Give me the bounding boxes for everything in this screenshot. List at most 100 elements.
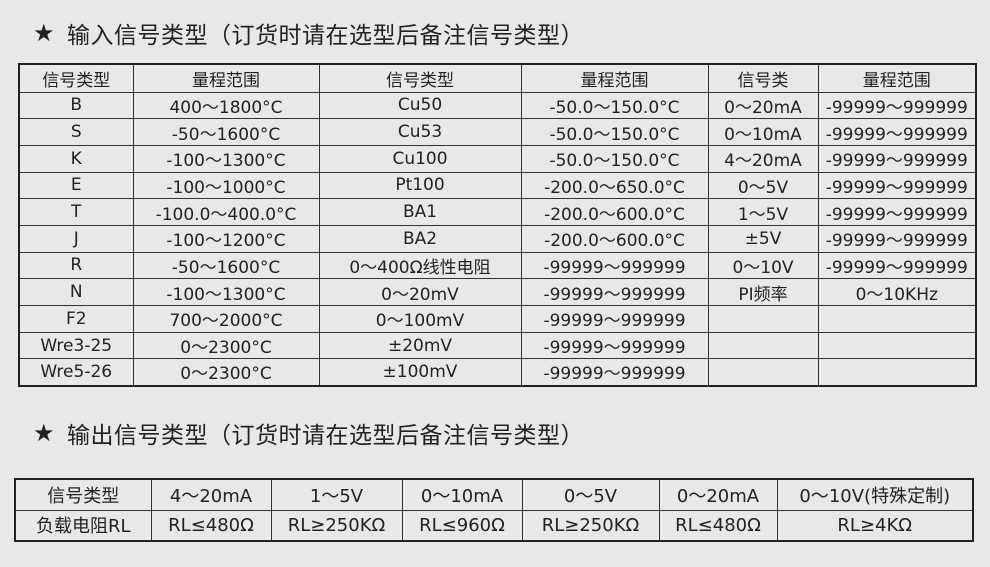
table-cell: [707, 358, 819, 387]
load-resistance-row: 负载电阻RL RL≤480Ω RL≥250KΩ RL≤960Ω RL≥250KΩ RL≤4…: [14, 509, 974, 542]
table-cell: F2: [18, 305, 134, 333]
table-cell: -100.0～400.0°C: [132, 198, 320, 226]
table-cell: 0～2300°C: [132, 358, 320, 387]
header-cell: 量程范围: [520, 63, 709, 93]
output-signal-table: 信号类型 4～20mA 1～5V 0～10mA 0～5V 0～20mA 0～10V(特殊定制…: [14, 478, 974, 542]
header-cell: 信号类: [707, 63, 819, 93]
output-section-title: ★ 输出信号类型（订货时请在选型后备注信号类型）: [33, 416, 584, 450]
table-cell: [817, 331, 977, 360]
table-cell: Cu100: [318, 144, 522, 173]
table-cell: B: [18, 91, 134, 120]
table-row: T -100.0～400.0°C BA1 -200.0～600.0°C 1～5V -999…: [18, 198, 977, 226]
table-cell: -99999～999999: [817, 251, 977, 280]
table-row: Wre3-25 0～2300°C ±20mV -99999～999999: [18, 331, 977, 360]
input-signal-table: 信号类型 量程范围 信号类型 量程范围 信号类 量程范围 B 400～1800°C Cu50 -5…: [18, 63, 977, 387]
output-signal-cell: 1～5V: [270, 478, 403, 511]
table-cell: 0～20mA: [707, 91, 819, 120]
table-cell: -99999～999999: [817, 91, 977, 120]
load-resistance-cell: RL≥250KΩ: [270, 509, 403, 542]
table-cell: -99999～999999: [817, 118, 977, 146]
output-signal-cell: 0～10mA: [401, 478, 523, 511]
load-resistance-cell: RL≤480Ω: [658, 509, 778, 542]
load-resistance-cell: RL≥250KΩ: [521, 509, 660, 542]
table-row: N -100～1300°C 0～20mV -99999～999999 PI频率 0～10K…: [18, 278, 977, 306]
header-cell: 信号类型: [18, 63, 134, 93]
load-resistance-cell: RL≤960Ω: [401, 509, 523, 542]
input-section-title: ★ 输入信号类型（订货时请在选型后备注信号类型）: [33, 16, 584, 50]
table-cell: 0～400Ω线性电阻: [318, 251, 522, 280]
table-cell: -200.0～600.0°C: [520, 198, 709, 226]
table-cell: 0～10mA: [707, 118, 819, 146]
table-row: K -100～1300°C Cu100 -50.0～150.0°C 4～20mA -999…: [18, 144, 977, 173]
table-cell: 0～20mV: [318, 278, 522, 306]
load-resistance-cell: RL≥4KΩ: [776, 509, 974, 542]
table-cell: [817, 305, 977, 333]
table-cell: 0～5V: [707, 171, 819, 200]
table-cell: R: [18, 251, 134, 280]
row-label: 信号类型: [14, 478, 152, 511]
table-cell: -99999～999999: [520, 358, 709, 387]
star-icon: ★: [33, 19, 56, 47]
table-cell: [817, 358, 977, 387]
table-cell: -100～1300°C: [132, 144, 320, 173]
table-cell: 0～10V: [707, 251, 819, 280]
output-signal-cell: 4～20mA: [150, 478, 272, 511]
table-cell: [707, 331, 819, 360]
table-row: E -100～1000°C Pt100 -200.0～650.0°C 0～5V -9999…: [18, 171, 977, 200]
table-row: B 400～1800°C Cu50 -50.0～150.0°C 0～20mA -99999…: [18, 91, 977, 120]
table-cell: PI频率: [707, 278, 819, 306]
table-cell: Wre3-25: [18, 331, 134, 360]
header-cell: 量程范围: [132, 63, 320, 93]
star-icon: ★: [33, 419, 56, 447]
header-cell: 信号类型: [318, 63, 522, 93]
output-signal-cell: 0～20mA: [658, 478, 778, 511]
table-cell: -100～1300°C: [132, 278, 320, 306]
table-cell: K: [18, 144, 134, 173]
table-row: R -50～1600°C 0～400Ω线性电阻 -99999～999999 0～10V -…: [18, 251, 977, 280]
table-cell: Cu50: [318, 91, 522, 120]
load-resistance-cell: RL≤480Ω: [150, 509, 272, 542]
table-cell: 0～2300°C: [132, 331, 320, 360]
table-cell: Pt100: [318, 171, 522, 200]
input-title-text: 输入信号类型（订货时请在选型后备注信号类型）: [67, 23, 585, 49]
table-cell: ±20mV: [318, 331, 522, 360]
table-header-row: 信号类型 量程范围 信号类型 量程范围 信号类 量程范围: [18, 63, 977, 93]
table-cell: -100～1200°C: [132, 224, 320, 253]
table-cell: -50.0～150.0°C: [520, 91, 709, 120]
table-cell: 0～10KHz: [817, 278, 977, 306]
table-cell: Cu53: [318, 118, 522, 146]
table-cell: 400～1800°C: [132, 91, 320, 120]
table-cell: -50.0～150.0°C: [520, 118, 709, 146]
table-cell: 700～2000°C: [132, 305, 320, 333]
table-cell: -99999～999999: [817, 171, 977, 200]
table-cell: E: [18, 171, 134, 200]
table-cell: 1～5V: [707, 198, 819, 226]
table-row: J -100～1200°C BA2 -200.0～600.0°C ±5V -99999～9…: [18, 224, 977, 253]
table-cell: -200.0～600.0°C: [520, 224, 709, 253]
table-cell: Wre5-26: [18, 358, 134, 387]
table-cell: T: [18, 198, 134, 226]
table-cell: S: [18, 118, 134, 146]
table-cell: BA2: [318, 224, 522, 253]
table-cell: -99999～999999: [817, 144, 977, 173]
table-cell: -50～1600°C: [132, 118, 320, 146]
table-cell: -50.0～150.0°C: [520, 144, 709, 173]
table-cell: -50～1600°C: [132, 251, 320, 280]
table-cell: -99999～999999: [520, 305, 709, 333]
table-row: Wre5-26 0～2300°C ±100mV -99999～999999: [18, 358, 977, 387]
table-cell: BA1: [318, 198, 522, 226]
output-signal-row: 信号类型 4～20mA 1～5V 0～10mA 0～5V 0～20mA 0～10V(特殊定制…: [14, 478, 974, 511]
table-cell: -99999～999999: [520, 251, 709, 280]
table-cell: N: [18, 278, 134, 306]
table-cell: -100～1000°C: [132, 171, 320, 200]
row-label: 负载电阻RL: [14, 509, 152, 542]
output-title-text: 输出信号类型（订货时请在选型后备注信号类型）: [67, 423, 585, 449]
table-row: S -50～1600°C Cu53 -50.0～150.0°C 0～10mA -99999…: [18, 118, 977, 146]
header-cell: 量程范围: [817, 63, 977, 93]
table-cell: -99999～999999: [817, 198, 977, 226]
table-cell: -99999～999999: [817, 224, 977, 253]
table-cell: 0～100mV: [318, 305, 522, 333]
table-cell: -200.0～650.0°C: [520, 171, 709, 200]
table-row: F2 700～2000°C 0～100mV -99999～999999: [18, 305, 977, 333]
output-signal-cell: 0～5V: [521, 478, 660, 511]
